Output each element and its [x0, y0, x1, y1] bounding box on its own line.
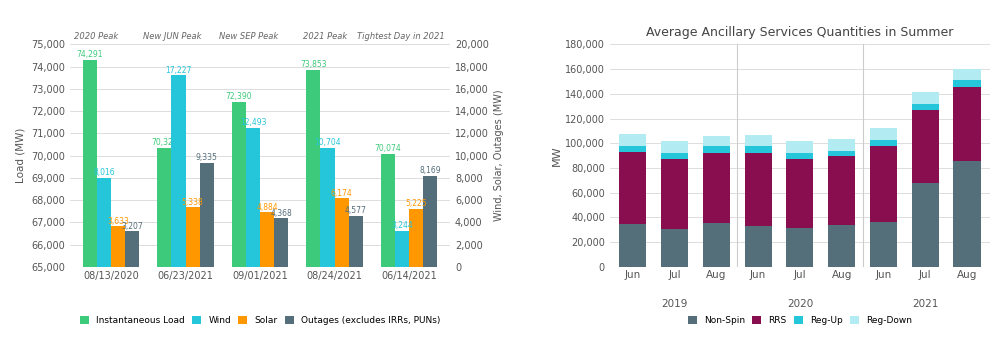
Bar [870, 222, 897, 267]
Text: 5,338: 5,338 [182, 198, 203, 207]
Bar [703, 153, 730, 223]
Bar [745, 146, 772, 153]
Bar [232, 103, 246, 342]
Text: New JUN Peak: New JUN Peak [143, 32, 202, 41]
Text: 10,704: 10,704 [314, 138, 341, 147]
Bar [619, 134, 646, 146]
Text: Tightest Day in 2021: Tightest Day in 2021 [357, 32, 445, 41]
Bar [953, 68, 981, 80]
Text: 4,577: 4,577 [345, 206, 367, 215]
Bar [828, 156, 855, 225]
Bar [661, 153, 688, 159]
Text: 70,320: 70,320 [151, 139, 178, 147]
Bar [703, 146, 730, 153]
Text: 9,335: 9,335 [196, 154, 218, 162]
Text: 4,368: 4,368 [270, 209, 292, 218]
Bar [83, 60, 97, 342]
Bar [260, 212, 274, 267]
Y-axis label: Load (MW): Load (MW) [16, 128, 26, 183]
Bar [828, 225, 855, 267]
Text: 73,853: 73,853 [300, 60, 327, 69]
Bar [786, 228, 813, 267]
Bar [423, 176, 437, 267]
Bar [619, 152, 646, 224]
Bar [786, 153, 813, 159]
Legend: Non-Spin, RRS, Reg-Up, Reg-Down: Non-Spin, RRS, Reg-Up, Reg-Down [684, 313, 916, 329]
Bar [828, 151, 855, 156]
Text: 17,227: 17,227 [165, 66, 192, 75]
Bar [171, 75, 186, 267]
Bar [349, 216, 363, 267]
Bar [661, 141, 688, 153]
Bar [186, 208, 200, 267]
Bar [274, 218, 288, 267]
Bar [306, 70, 320, 342]
Text: 2021 Peak: 2021 Peak [303, 32, 347, 41]
Title: Average Ancillary Services Quantities in Summer: Average Ancillary Services Quantities in… [646, 26, 954, 39]
Bar [97, 177, 111, 267]
Text: 5,225: 5,225 [405, 199, 427, 208]
Bar [912, 110, 939, 183]
Bar [828, 139, 855, 151]
Text: 3,244: 3,244 [391, 221, 413, 230]
Text: 2020 Peak: 2020 Peak [74, 32, 119, 41]
Bar [745, 135, 772, 146]
Bar [157, 148, 171, 342]
Bar [619, 146, 646, 152]
Bar [870, 146, 897, 222]
Text: 70,074: 70,074 [375, 144, 401, 153]
Bar [912, 104, 939, 110]
Bar [953, 80, 981, 87]
Bar [870, 140, 897, 146]
Bar [912, 92, 939, 104]
Bar [125, 231, 139, 267]
Text: 4,884: 4,884 [256, 203, 278, 212]
Bar [745, 226, 772, 267]
Bar [320, 148, 335, 267]
Bar [395, 231, 409, 267]
Text: 8,169: 8,169 [420, 167, 441, 175]
Text: 2019: 2019 [661, 299, 688, 309]
Text: 12,493: 12,493 [240, 118, 266, 127]
Legend: Instantaneous Load, Wind, Solar, Outages (excludes IRRs, PUNs): Instantaneous Load, Wind, Solar, Outages… [76, 313, 444, 329]
Bar [200, 163, 214, 267]
Bar [953, 87, 981, 160]
Text: 3,633: 3,633 [107, 217, 129, 226]
Text: 2020: 2020 [787, 299, 813, 309]
Y-axis label: Wind, Solar, Outages (MW): Wind, Solar, Outages (MW) [494, 90, 504, 221]
Text: 72,390: 72,390 [226, 92, 252, 101]
Bar [953, 160, 981, 267]
Bar [912, 183, 939, 267]
Bar [619, 224, 646, 267]
Bar [745, 153, 772, 226]
Bar [381, 154, 395, 342]
Text: 74,291: 74,291 [77, 50, 103, 59]
Bar [409, 209, 423, 267]
Bar [703, 136, 730, 146]
Text: 6,174: 6,174 [331, 188, 353, 198]
Bar [335, 198, 349, 267]
Bar [661, 229, 688, 267]
Y-axis label: MW: MW [552, 145, 562, 166]
Bar [111, 226, 125, 267]
Bar [786, 141, 813, 153]
Text: 2021: 2021 [912, 299, 938, 309]
Bar [703, 223, 730, 267]
Text: 3,207: 3,207 [121, 222, 143, 231]
Bar [246, 128, 260, 267]
Bar [661, 159, 688, 229]
Bar [786, 159, 813, 228]
Bar [870, 129, 897, 140]
Text: New SEP Peak: New SEP Peak [219, 32, 278, 41]
Text: 8,016: 8,016 [93, 168, 115, 177]
